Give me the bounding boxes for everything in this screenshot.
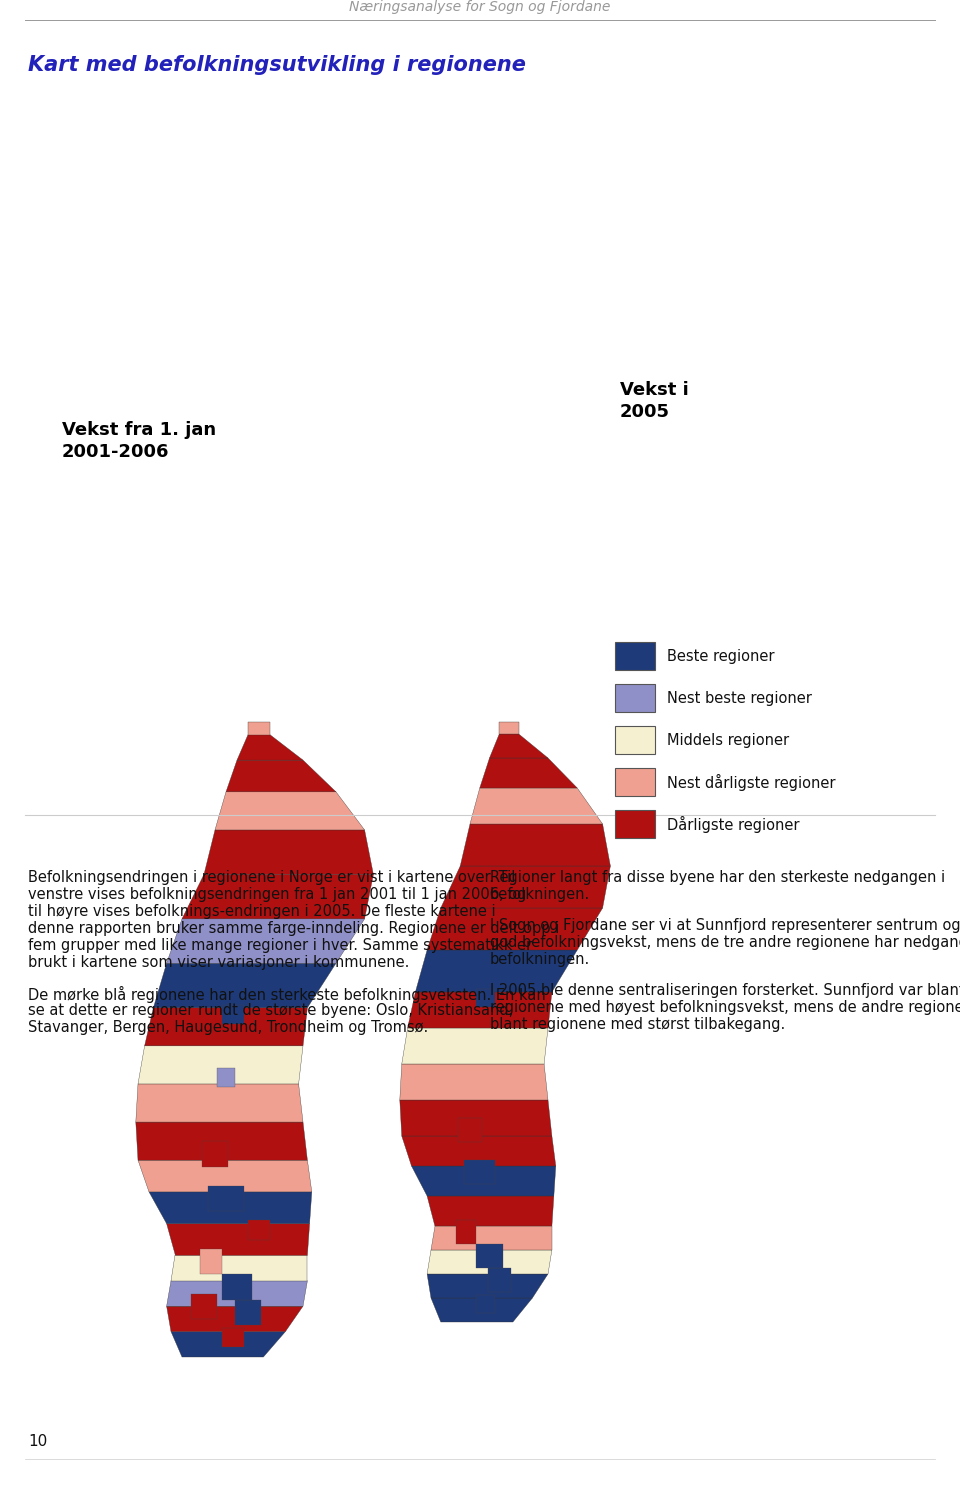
Bar: [615, 767, 655, 796]
Polygon shape: [154, 964, 336, 1008]
Polygon shape: [480, 758, 577, 788]
Polygon shape: [182, 874, 373, 919]
Polygon shape: [431, 1225, 552, 1251]
Polygon shape: [145, 1008, 307, 1045]
Polygon shape: [399, 1100, 552, 1136]
Text: fem grupper med like mange regioner i hver. Samme systematikk er: fem grupper med like mange regioner i hv…: [28, 938, 532, 953]
Text: Regioner langt fra disse byene har den sterkeste nedgangen i: Regioner langt fra disse byene har den s…: [490, 870, 946, 885]
Bar: [615, 642, 655, 671]
Polygon shape: [490, 735, 548, 758]
Bar: [202, 1141, 228, 1166]
Bar: [200, 1249, 222, 1274]
Polygon shape: [427, 909, 603, 950]
Polygon shape: [138, 1160, 312, 1193]
Polygon shape: [167, 1224, 309, 1255]
Polygon shape: [401, 1028, 548, 1065]
Polygon shape: [215, 793, 365, 830]
Polygon shape: [135, 1084, 303, 1123]
Text: befolkningen.: befolkningen.: [490, 888, 590, 903]
Text: denne rapporten bruker samme farge-inndeling. Regionene er delt opp i: denne rapporten bruker samme farge-innde…: [28, 920, 560, 935]
Polygon shape: [412, 1166, 556, 1196]
Text: De mørke blå regionene har den sterkeste befolkningsveksten. En kan: De mørke blå regionene har den sterkeste…: [28, 986, 545, 1004]
Text: regionene med høyest befolkningsvekst, mens de andre regionene er: regionene med høyest befolkningsvekst, m…: [490, 999, 960, 1016]
Bar: [488, 1268, 511, 1292]
Bar: [208, 1185, 244, 1210]
Polygon shape: [427, 1196, 554, 1225]
Bar: [615, 726, 655, 754]
Polygon shape: [431, 1298, 533, 1322]
Polygon shape: [135, 1123, 307, 1160]
Text: Kart med befolkningsutvikling i regionene: Kart med befolkningsutvikling i regionen…: [28, 55, 526, 74]
Bar: [476, 1245, 503, 1268]
Text: I Sogn og Fjordane ser vi at Sunnfjord representerer sentrum og har: I Sogn og Fjordane ser vi at Sunnfjord r…: [490, 917, 960, 932]
Text: Middels regioner: Middels regioner: [667, 733, 789, 748]
Polygon shape: [401, 1136, 556, 1166]
Polygon shape: [416, 950, 577, 992]
Text: 2005: 2005: [620, 403, 670, 421]
Text: befolkningen.: befolkningen.: [490, 952, 590, 967]
Text: venstre vises befolkningsendringen fra 1 jan 2001 til 1 jan 2006, og: venstre vises befolkningsendringen fra 1…: [28, 888, 526, 903]
Polygon shape: [399, 1065, 548, 1100]
Polygon shape: [138, 1045, 303, 1084]
Bar: [235, 1300, 261, 1325]
Polygon shape: [167, 919, 365, 964]
Bar: [222, 1005, 244, 1023]
Polygon shape: [204, 830, 373, 874]
Polygon shape: [441, 865, 611, 909]
Polygon shape: [226, 760, 336, 793]
Bar: [248, 1221, 270, 1240]
Polygon shape: [408, 992, 552, 1028]
Bar: [222, 1274, 252, 1300]
Polygon shape: [237, 735, 303, 760]
Text: Vekst i: Vekst i: [620, 381, 688, 399]
Text: Nest dårligste regioner: Nest dårligste regioner: [667, 773, 835, 791]
Bar: [94, 677, 391, 1362]
Text: Beste regioner: Beste regioner: [667, 648, 775, 663]
Text: Stavanger, Bergen, Haugesund, Trondheim og Tromsø.: Stavanger, Bergen, Haugesund, Trondheim …: [28, 1020, 428, 1035]
Polygon shape: [427, 1251, 552, 1274]
Polygon shape: [427, 1274, 548, 1298]
Text: Befolkningsendringen i regionene i Norge er vist i kartene over. Til: Befolkningsendringen i regionene i Norge…: [28, 870, 516, 885]
Polygon shape: [460, 824, 611, 865]
Bar: [456, 1219, 476, 1245]
Text: Dårligste regioner: Dårligste regioner: [667, 815, 800, 833]
Text: se at dette er regioner rundt de største byene: Oslo, Kristiansand,: se at dette er regioner rundt de største…: [28, 1004, 514, 1019]
Bar: [476, 989, 495, 1007]
Text: 10: 10: [28, 1433, 47, 1448]
Polygon shape: [171, 1255, 307, 1280]
Polygon shape: [470, 788, 603, 824]
Polygon shape: [167, 1306, 303, 1331]
Text: Vekst fra 1. jan: Vekst fra 1. jan: [62, 421, 216, 439]
Polygon shape: [149, 1193, 312, 1224]
Bar: [217, 1068, 235, 1087]
Polygon shape: [499, 723, 518, 735]
Bar: [222, 1328, 244, 1347]
Bar: [615, 684, 655, 712]
Text: brukt i kartene som viser variasjoner i kommunene.: brukt i kartene som viser variasjoner i …: [28, 955, 409, 970]
Polygon shape: [171, 1331, 285, 1358]
Text: Nest beste regioner: Nest beste regioner: [667, 690, 812, 705]
Bar: [458, 1118, 482, 1142]
Text: til høyre vises befolknings-endringen i 2005. De fleste kartene i: til høyre vises befolknings-endringen i …: [28, 904, 495, 919]
Polygon shape: [167, 1280, 307, 1306]
Text: Næringsanalyse for Sogn og Fjordane: Næringsanalyse for Sogn og Fjordane: [349, 0, 611, 13]
Text: I 2005 ble denne sentraliseringen forsterket. Sunnfjord var blant: I 2005 ble denne sentraliseringen forste…: [490, 983, 960, 998]
Text: 2001-2006: 2001-2006: [62, 443, 170, 461]
Bar: [615, 810, 655, 839]
Text: blant regionene med størst tilbakegang.: blant regionene med størst tilbakegang.: [490, 1017, 785, 1032]
Bar: [476, 1295, 495, 1313]
Bar: [464, 1160, 495, 1184]
Bar: [191, 1294, 217, 1319]
Polygon shape: [248, 723, 270, 735]
Text: god befolkningsvekst, mens de tre andre regionene har nedgang i: god befolkningsvekst, mens de tre andre …: [490, 935, 960, 950]
Bar: [363, 680, 626, 1326]
